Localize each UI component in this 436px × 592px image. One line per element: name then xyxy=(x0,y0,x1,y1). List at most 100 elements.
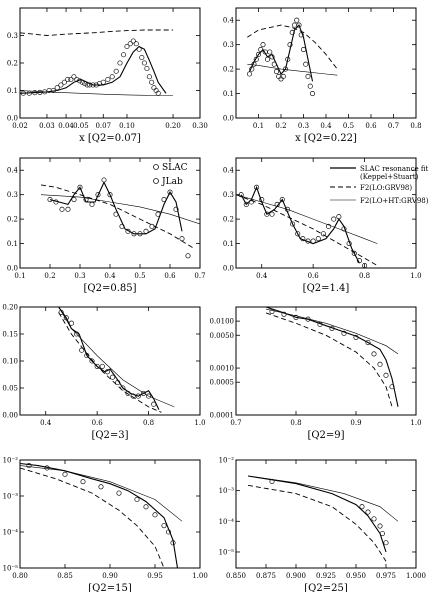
marker-legend-symbol xyxy=(153,178,159,184)
data-point xyxy=(309,91,316,97)
data-point xyxy=(259,197,265,203)
y-tick-label: 0.0050 xyxy=(210,332,235,340)
series-line-solid xyxy=(58,307,160,410)
data-point xyxy=(379,530,385,537)
data-point xyxy=(94,363,100,369)
data-point xyxy=(359,504,365,510)
data-point xyxy=(124,43,130,50)
data-point xyxy=(173,206,179,212)
x-tick-label: 0.975 xyxy=(376,572,396,580)
panel-5: 0.4 0.6 0.8 1.0 0.00 0.05 0.10 0.15 0.20 [Q2=3] xyxy=(2,304,205,442)
data-point xyxy=(134,496,140,503)
series-line-dashed xyxy=(236,194,378,266)
x-tick-label: 0.4 xyxy=(320,122,332,130)
x-axis-label: [Q2=1.4] xyxy=(303,283,350,294)
data-point xyxy=(61,79,67,85)
data-point xyxy=(280,73,286,79)
data-point xyxy=(149,223,155,229)
data-point xyxy=(44,465,50,471)
data-point xyxy=(104,369,110,375)
data-point xyxy=(37,89,43,95)
data-point xyxy=(110,374,116,380)
x-tick-label: 0.925 xyxy=(316,572,336,580)
data-point xyxy=(296,22,302,28)
data-point xyxy=(105,76,111,83)
x-tick-label: 0.6 xyxy=(92,419,104,427)
x-tick-label: 0.07 xyxy=(95,122,111,130)
y-tick-label: 0.0 xyxy=(223,115,234,123)
y-tick-label: 0.2 xyxy=(223,66,234,74)
plot-frame xyxy=(19,157,201,269)
data-point xyxy=(115,380,121,386)
data-point xyxy=(271,61,277,67)
series-group xyxy=(247,475,399,562)
x-tick-label: 0.02 xyxy=(12,122,28,130)
panel-3: 0.1 0.2 0.3 0.4 0.5 0.6 0.70.00.10.20.30.4[Q2=… xyxy=(7,157,206,294)
data-point xyxy=(161,523,167,529)
data-point xyxy=(303,61,309,67)
series-line-thin xyxy=(247,63,338,76)
y-tick-label: 10⁻² xyxy=(3,457,19,465)
legend-label: F2(LO+HT:GRV98) xyxy=(360,197,429,205)
y-tick-label: 0.3 xyxy=(7,32,18,40)
panel-4: 0.4 0.6 0.8 1.0 0.0 0.1 0.2 0.3 0.4 [Q2=1.4] xyxy=(223,157,422,294)
x-tick-label: 0.5 xyxy=(343,122,354,130)
data-point xyxy=(305,73,311,79)
data-point xyxy=(243,201,249,207)
data-point xyxy=(264,56,271,62)
y-tick-label: 10⁻⁵ xyxy=(219,548,235,556)
data-point xyxy=(151,401,157,407)
data-point xyxy=(365,509,371,515)
data-point xyxy=(133,41,139,47)
data-point xyxy=(353,334,359,340)
series-line-solid xyxy=(49,181,183,235)
data-point xyxy=(383,540,389,546)
y-tick-label: 0.0100 xyxy=(210,318,235,326)
data-point xyxy=(185,253,191,259)
x-tick-label: 0.8 xyxy=(290,419,301,427)
data-point xyxy=(131,231,137,237)
series-line-thin xyxy=(58,307,175,408)
legend-label: SLAC resonance fit xyxy=(360,165,429,173)
y-tick-label: 0.4 xyxy=(7,167,19,175)
data-point xyxy=(377,523,383,529)
data-point xyxy=(285,56,291,62)
data-point xyxy=(307,83,313,89)
x-tick-label: 0.90 xyxy=(102,572,118,580)
data-point xyxy=(389,384,395,390)
data-point xyxy=(293,314,299,320)
data-point xyxy=(98,484,104,490)
series-group xyxy=(20,462,183,568)
data-point xyxy=(161,197,167,203)
y-tick-label: 0.4 xyxy=(223,17,235,25)
x-axis-label: [Q2=0.85] xyxy=(83,283,136,294)
x-tick-label: 0.6 xyxy=(365,122,377,130)
x-tick-label: 1.000 xyxy=(406,572,426,580)
data-point xyxy=(284,206,290,212)
x-tick-label: 0.1 xyxy=(14,272,25,280)
y-tick-label: 10⁻³ xyxy=(3,493,19,501)
series-group xyxy=(58,307,175,413)
data-point xyxy=(371,516,377,522)
data-point xyxy=(32,90,38,96)
x-axis-label: x [Q2=0.22] xyxy=(295,133,357,144)
data-point xyxy=(99,363,105,369)
data-point xyxy=(101,177,107,183)
y-tick-label: 10⁻² xyxy=(219,457,235,465)
data-point xyxy=(65,76,71,83)
x-tick-label: 0.900 xyxy=(286,572,306,580)
x-axis-label: x [Q2=0.07] xyxy=(79,133,141,144)
data-point xyxy=(315,236,321,242)
x-tick-label: 0.7 xyxy=(194,272,205,280)
data-point xyxy=(300,236,306,242)
data-point xyxy=(305,238,311,244)
y-tick-label: 0.10 xyxy=(2,358,18,366)
data-point xyxy=(346,241,352,247)
x-tick-label: 0.8 xyxy=(143,419,154,427)
series-group xyxy=(246,17,338,97)
data-point xyxy=(84,353,90,359)
data-point xyxy=(77,184,83,190)
data-point xyxy=(54,85,60,91)
data-point xyxy=(62,471,68,477)
legend-label: F2(LO:GRV98) xyxy=(360,184,412,192)
